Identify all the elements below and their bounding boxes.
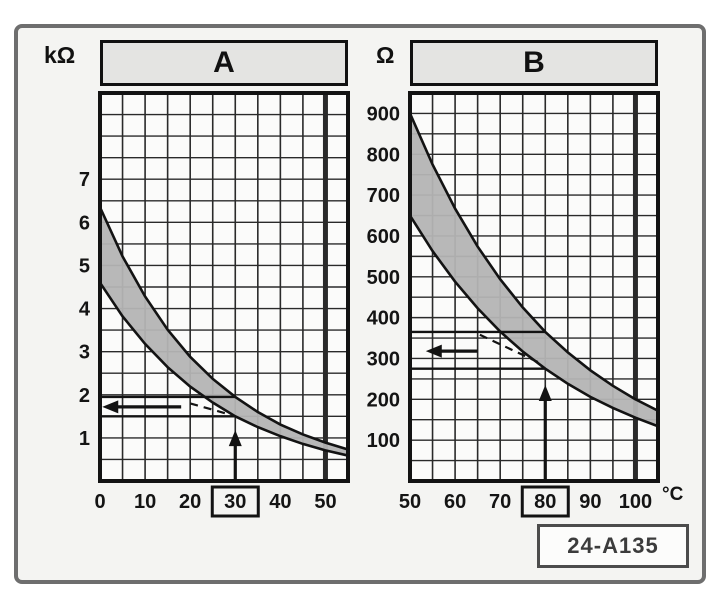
x-tick-label: 60 [444, 491, 466, 513]
y-tick-label: 100 [367, 430, 400, 452]
boxed-tick-outline [210, 485, 260, 518]
lower-tolerance-curve [98, 281, 349, 457]
y-tick-label: 6 [79, 212, 90, 234]
y-tick-label: 400 [367, 308, 400, 330]
left-arrow-icon [425, 344, 442, 358]
figure-code-text: 24-A135 [567, 533, 659, 558]
upper-tolerance-curve [408, 112, 659, 412]
chart-a-header: A [100, 40, 348, 86]
figure-code-box: 24-A135 [537, 524, 689, 568]
y-tick-label: 5 [79, 255, 90, 277]
x-tick-label: 90 [579, 491, 601, 513]
y-tick-label: 800 [367, 144, 400, 166]
chart-b-header: B [410, 40, 658, 86]
y-tick-label: 500 [367, 267, 400, 289]
chart-b-title: B [523, 46, 545, 79]
boxed-tick-outline [520, 485, 570, 518]
x-tick-label: 70 [489, 491, 511, 513]
y-tick-label: 7 [79, 169, 90, 191]
y-tick-label: 700 [367, 185, 400, 207]
y-tick-label: 1 [79, 428, 90, 450]
chart-a-title: A [213, 46, 235, 79]
plot-background [410, 93, 658, 481]
x-tick-label-boxed: 30 [224, 491, 246, 513]
chart-a-y-unit-label: kΩ [44, 42, 76, 68]
y-tick-label: 900 [367, 103, 400, 125]
x-tick-label: 50 [314, 491, 336, 513]
x-tick-label: 0 [94, 491, 105, 513]
figure-frame: kΩ Ω A B 0 10 20 30 40 50 1 2 3 4 5 6 7 50 60 70 80 90 10… [14, 24, 706, 584]
left-arrow-icon [102, 400, 119, 414]
y-tick-label: 600 [367, 226, 400, 248]
y-tick-label: 4 [79, 299, 91, 321]
up-arrow-icon [228, 430, 242, 447]
x-tick-label-boxed: 80 [534, 491, 556, 513]
dashed-guide-line [189, 402, 234, 417]
y-tick-label: 300 [367, 348, 400, 370]
upper-tolerance-curve [98, 206, 349, 451]
x-tick-label: 100 [619, 491, 652, 513]
chart-b-y-unit-label: Ω [376, 42, 395, 68]
tolerance-band [410, 113, 658, 427]
x-tick-label: 40 [269, 491, 291, 513]
dashed-guide-line [479, 333, 542, 365]
y-tick-label: 3 [79, 342, 90, 364]
x-tick-label: 50 [399, 491, 421, 513]
chart-a-plot: 0 10 20 30 40 50 1 2 3 4 5 6 7 [79, 91, 350, 518]
chart-b-plot: 50 60 70 80 90 100 100 200 300 400 500 600 700 800 900 [367, 91, 660, 518]
x-tick-label: 10 [134, 491, 156, 513]
y-tick-label: 200 [367, 389, 400, 411]
y-tick-label: 2 [79, 385, 90, 407]
plot-border [98, 91, 350, 483]
tolerance-band [100, 207, 348, 456]
x-tick-label: 20 [179, 491, 201, 513]
up-arrow-icon [538, 385, 552, 402]
plot-border [408, 91, 660, 483]
x-axis-unit-label: °C [662, 484, 684, 505]
